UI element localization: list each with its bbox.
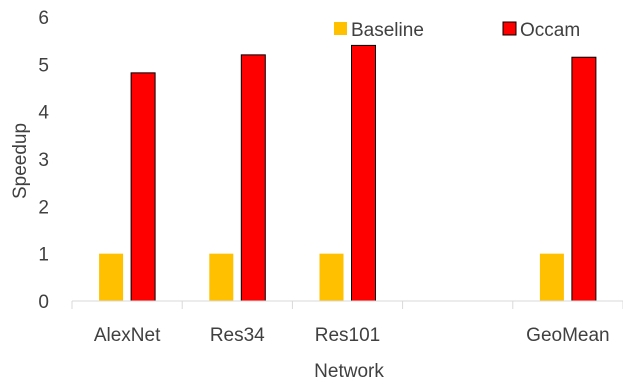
bar-occam	[240, 54, 266, 302]
bar-occam	[571, 56, 597, 302]
bar-baseline	[539, 253, 564, 301]
y-tick-label: 5	[38, 55, 49, 76]
x-tick-label: Res34	[210, 325, 265, 346]
x-axis-title: Network	[314, 361, 384, 379]
x-tick-label: Res101	[315, 325, 381, 346]
legend: Baseline Occam	[334, 20, 580, 41]
y-tick-label: 0	[38, 292, 49, 313]
legend-swatch-baseline	[334, 22, 347, 35]
legend-label-occam: Occam	[520, 20, 580, 41]
bar-baseline	[319, 253, 344, 301]
y-tick-label: 4	[38, 103, 49, 124]
x-axis-ticks: AlexNet Res34 Res101 GeoMean	[94, 325, 610, 346]
legend-swatch-occam	[502, 21, 517, 36]
y-tick-label: 6	[38, 8, 49, 29]
bars-group	[99, 44, 597, 302]
x-axis	[71, 300, 623, 309]
y-tick-label: 3	[38, 150, 49, 171]
bar-occam	[351, 44, 376, 302]
y-tick-label: 2	[38, 197, 49, 218]
y-tick-label: 1	[38, 245, 49, 266]
y-axis-ticks: 0 1 2 3 4 5 6	[38, 8, 49, 313]
bar-baseline	[99, 253, 124, 301]
x-tick-label: AlexNet	[94, 325, 161, 346]
x-tick-label: GeoMean	[526, 325, 609, 346]
bar-baseline	[209, 253, 234, 301]
bar-occam	[130, 72, 156, 302]
legend-label-baseline: Baseline	[351, 20, 424, 41]
y-axis-title: Speedup	[10, 123, 31, 199]
